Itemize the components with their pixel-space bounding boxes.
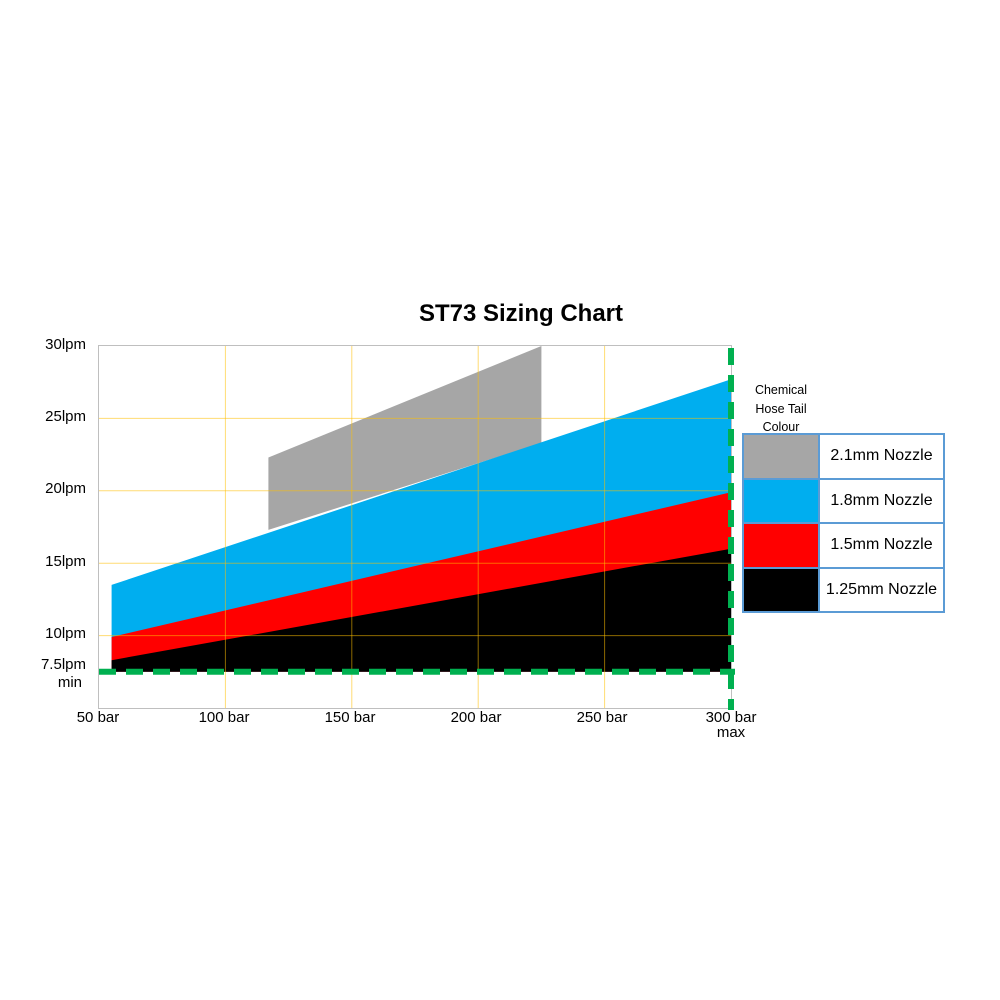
legend-label: 1.5mm Nozzle	[830, 536, 933, 554]
legend-header-line: Hose Tail	[755, 401, 807, 416]
band-2.1mm-nozzle	[268, 346, 542, 530]
legend-label: 1.8mm Nozzle	[830, 491, 933, 509]
legend-swatch	[744, 435, 820, 478]
x-tick-label-200bar: 200 bar	[450, 709, 502, 726]
x-max-label: 300 bar max	[681, 710, 781, 740]
legend-header: Chemical Hose Tail Colour	[742, 381, 820, 437]
y-min-label: 7.5lpm min	[6, 656, 86, 692]
y-min-label-value: 7.5lpm	[40, 656, 86, 673]
chart-title: ST73 Sizing Chart	[418, 300, 624, 327]
y-tick-label-20lpm: 20lpm	[45, 480, 86, 497]
y-min-label-unit: min	[57, 674, 82, 691]
plot-area	[98, 345, 735, 710]
legend-table: 2.1mm Nozzle 1.8mm Nozzle 1.5mm Nozzle 1…	[742, 433, 945, 613]
band-1.25mm-nozzle	[111, 548, 732, 672]
x-max-label-value: 300 bar	[705, 709, 757, 726]
legend-swatch	[744, 524, 820, 567]
legend-header-line: Chemical	[754, 383, 808, 397]
legend-row-2.1mm: 2.1mm Nozzle	[744, 435, 943, 478]
x-max-label-unit: max	[716, 724, 746, 741]
legend-row-1.25mm: 1.25mm Nozzle	[744, 566, 943, 611]
legend-label: 2.1mm Nozzle	[830, 447, 933, 465]
legend-row-1.5mm: 1.5mm Nozzle	[744, 522, 943, 567]
x-tick-label-50bar: 50 bar	[76, 709, 120, 726]
x-tick-label-250bar: 250 bar	[576, 709, 628, 726]
legend-row-1.8mm: 1.8mm Nozzle	[744, 477, 943, 522]
x-tick-label-150bar: 150 bar	[324, 709, 376, 726]
plot-svg	[99, 346, 735, 710]
legend-label: 1.25mm Nozzle	[825, 580, 938, 598]
y-tick-label-15lpm: 15lpm	[45, 553, 86, 570]
legend-swatch	[744, 568, 820, 611]
legend-header-line: Colour	[762, 420, 800, 434]
y-tick-label-10lpm: 10lpm	[45, 625, 86, 642]
legend-swatch	[744, 479, 820, 522]
y-tick-label-30lpm: 30lpm	[45, 336, 86, 353]
y-tick-label-25lpm: 25lpm	[45, 408, 86, 425]
x-tick-label-100bar: 100 bar	[198, 709, 250, 726]
